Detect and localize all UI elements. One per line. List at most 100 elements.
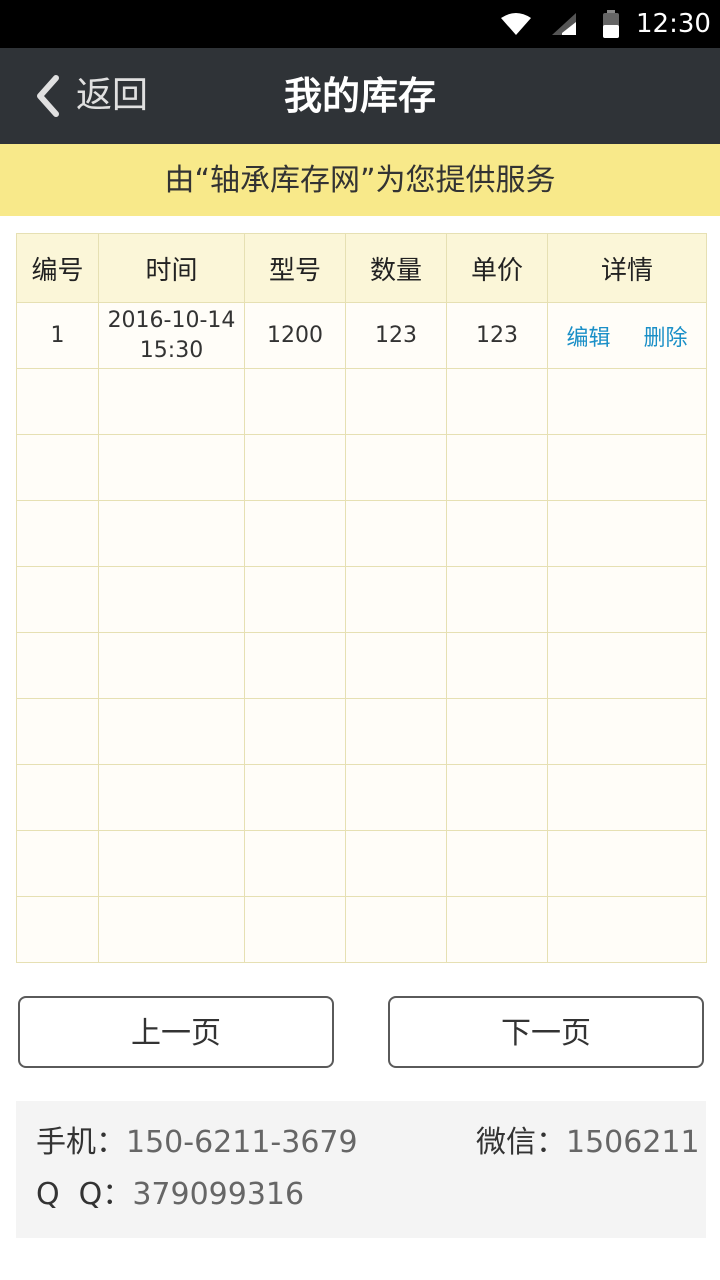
empty-cell (446, 764, 548, 831)
battery-icon (603, 10, 619, 38)
empty-cell (446, 434, 548, 501)
empty-cell (244, 566, 346, 633)
empty-cell (547, 698, 707, 765)
chevron-left-icon (37, 75, 59, 117)
back-button[interactable]: 返回 (32, 68, 162, 124)
empty-cell (98, 698, 245, 765)
qq-value: 379099316 (132, 1177, 305, 1212)
next-page-button[interactable]: 下一页 (388, 996, 704, 1068)
empty-row (16, 698, 707, 765)
table-header-row: 编号 时间 型号 数量 单价 详情 (16, 233, 707, 303)
wechat-label: 微信： (476, 1125, 566, 1160)
empty-cell (547, 434, 707, 501)
qq-label: Q Q： (36, 1177, 133, 1212)
contact-info: 手机：150-6211-3679 微信：1506211 Q Q：37909931… (16, 1101, 706, 1238)
empty-row (16, 434, 707, 501)
empty-cell (98, 434, 245, 501)
prev-page-button[interactable]: 上一页 (18, 996, 334, 1068)
empty-cell (98, 368, 245, 435)
empty-cell (547, 896, 707, 963)
empty-cell (244, 368, 346, 435)
column-header-details: 详情 (547, 233, 707, 303)
phone-label: 手机： (36, 1125, 126, 1160)
empty-cell (244, 896, 346, 963)
cell-date: 2016-10-14 (107, 307, 236, 333)
empty-cell (244, 764, 346, 831)
app-header: 返回 (0, 48, 720, 144)
empty-row (16, 632, 707, 699)
empty-cell (547, 764, 707, 831)
cell-id: 1 (16, 302, 99, 369)
empty-cell (446, 566, 548, 633)
empty-cell (345, 896, 447, 963)
empty-cell (446, 698, 548, 765)
edit-link[interactable]: 编辑 (566, 325, 611, 351)
table-row: 1 2016-10-14 15:30 1200 123 123 编辑 删除 (16, 302, 707, 369)
column-header-model: 型号 (244, 233, 346, 303)
column-header-id: 编号 (16, 233, 99, 303)
empty-cell (16, 566, 99, 633)
empty-cell (98, 896, 245, 963)
empty-cell (446, 896, 548, 963)
empty-cell (98, 500, 245, 567)
empty-cell (244, 632, 346, 699)
qq-row: Q Q：379099316 (36, 1173, 304, 1217)
cell-clock: 15:30 (139, 337, 204, 363)
signal-icon (552, 13, 576, 35)
empty-cell (345, 764, 447, 831)
empty-cell (345, 500, 447, 567)
empty-row (16, 566, 707, 633)
wifi-icon (501, 13, 531, 35)
empty-cell (446, 632, 548, 699)
empty-cell (16, 434, 99, 501)
inventory-table-container: 编号 时间 型号 数量 单价 详情 1 2016-10-14 15:30 120… (16, 233, 707, 963)
cell-time: 2016-10-14 15:30 (98, 302, 245, 369)
empty-cell (98, 632, 245, 699)
empty-cell (547, 830, 707, 897)
empty-cell (547, 632, 707, 699)
empty-cell (345, 566, 447, 633)
column-header-price: 单价 (446, 233, 548, 303)
empty-cell (16, 896, 99, 963)
wechat-row: 微信：1506211 (476, 1121, 700, 1165)
column-header-quantity: 数量 (345, 233, 447, 303)
empty-cell (345, 368, 447, 435)
empty-cell (345, 830, 447, 897)
back-label: 返回 (76, 75, 149, 116)
empty-cell (345, 632, 447, 699)
empty-cell (446, 830, 548, 897)
empty-cell (98, 764, 245, 831)
empty-row (16, 764, 707, 831)
empty-cell (547, 566, 707, 633)
page-title: 我的库存 (283, 74, 436, 118)
service-notice: 由“轴承库存网”为您提供服务 (0, 144, 720, 216)
status-bar: 12:30 (0, 0, 720, 48)
cell-actions: 编辑 删除 (547, 302, 707, 369)
phone-row: 手机：150-6211-3679 (36, 1121, 358, 1165)
empty-cell (446, 500, 548, 567)
empty-row (16, 830, 707, 897)
inventory-table: 编号 时间 型号 数量 单价 详情 1 2016-10-14 15:30 120… (16, 233, 707, 963)
empty-cell (16, 632, 99, 699)
column-header-time: 时间 (98, 233, 245, 303)
empty-cell (345, 434, 447, 501)
empty-cell (244, 698, 346, 765)
empty-cell (244, 434, 346, 501)
status-time: 12:30 (636, 9, 711, 39)
delete-link[interactable]: 删除 (643, 325, 688, 351)
empty-cell (446, 368, 548, 435)
empty-row (16, 896, 707, 963)
empty-cell (547, 500, 707, 567)
empty-row (16, 500, 707, 567)
cell-price: 123 (446, 302, 548, 369)
empty-cell (244, 500, 346, 567)
empty-row (16, 368, 707, 435)
empty-cell (547, 368, 707, 435)
empty-cell (16, 764, 99, 831)
empty-cell (98, 566, 245, 633)
empty-cell (16, 698, 99, 765)
phone-value: 150-6211-3679 (126, 1125, 358, 1160)
empty-cell (16, 368, 99, 435)
empty-cell (16, 500, 99, 567)
empty-cell (244, 830, 346, 897)
